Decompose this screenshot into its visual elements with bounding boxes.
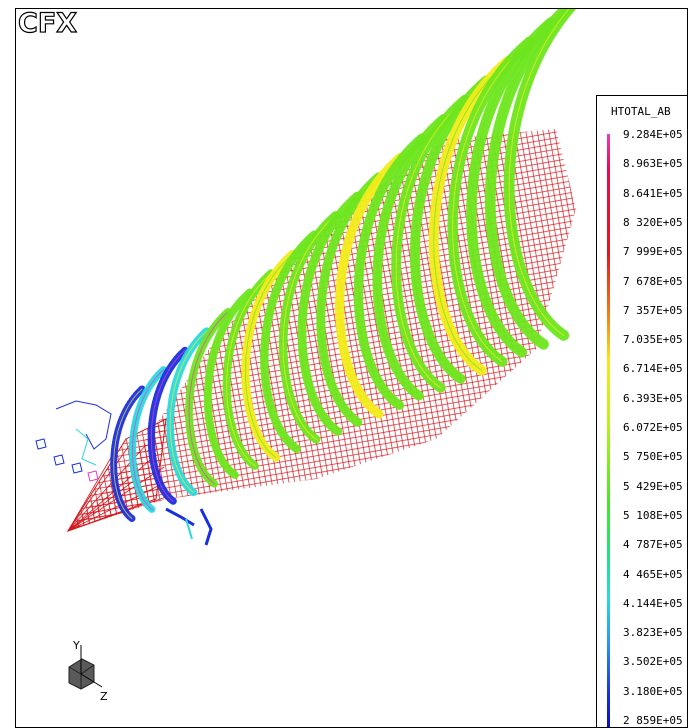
swirl-band-accent: [414, 79, 487, 380]
inlet-elements: [35, 400, 213, 546]
swirl-band-accent: [113, 388, 143, 519]
swirl-bands: [110, 9, 577, 522]
legend-tick: 5 429E+05: [623, 479, 683, 493]
legend-tick: 7 678E+05: [623, 274, 683, 288]
legend-tick: 3.180E+05: [623, 684, 683, 698]
swirl-band-accent: [376, 118, 444, 397]
legend-tick: 8.641E+05: [623, 186, 683, 200]
swirl-band-accent: [489, 9, 568, 345]
swirl-band-accent: [339, 157, 401, 415]
swirl-band-accent: [470, 22, 552, 354]
swirl-band-accent: [452, 41, 530, 363]
legend-tick: 2 859E+05: [623, 714, 683, 727]
swirl-band-accent: [132, 369, 165, 511]
legend-tick: 4 787E+05: [623, 538, 683, 552]
swirl-band-accent: [150, 349, 186, 502]
legend-tick: 8 320E+05: [623, 215, 683, 229]
swirl-band-accent: [433, 60, 509, 371]
legend-tick: 6.393E+05: [623, 391, 683, 405]
swirl-band-accent: [188, 311, 229, 485]
swirl-band-accent: [320, 176, 380, 424]
legend-tick: 3.502E+05: [623, 655, 683, 669]
legend-tick: 4 465E+05: [623, 567, 683, 581]
swirl-band-accent: [169, 330, 208, 493]
axis-y-label: Y: [72, 639, 80, 652]
legend-tick: 4.144E+05: [623, 596, 683, 610]
axis-triad: Y Z: [68, 639, 108, 703]
legend-tick: 8.963E+05: [623, 157, 683, 171]
axis-z-label: Z: [100, 690, 108, 703]
legend-title: HTOTAL_AB: [611, 105, 671, 118]
legend-colorbar: [607, 134, 610, 727]
swirl-band-accent: [395, 99, 466, 389]
legend-tick: 7 357E+05: [623, 303, 683, 317]
cfx-logo: CFX: [17, 8, 78, 40]
legend-tick: 6.072E+05: [623, 421, 683, 434]
swirl-band-accent: [301, 195, 358, 432]
swirl-band-accent: [508, 9, 570, 336]
legend-tick: 3.823E+05: [623, 626, 683, 640]
legend-tick: 5 750E+05: [623, 450, 683, 464]
swirl-band-accent: [263, 234, 315, 450]
legend-tick: 6.714E+05: [623, 362, 683, 376]
swirl-band-accent: [226, 272, 272, 467]
viewport-frame: CFX HTOTAL_AB 9.284E+05 8.963E+05 8.641E+0…: [15, 8, 688, 728]
swirl-band-accent: [245, 253, 294, 458]
color-legend: HTOTAL_AB 9.284E+05 8.963E+05 8.641E+05 8 3…: [596, 95, 687, 727]
swirl-band-accent: [357, 137, 423, 406]
legend-tick: 9.284E+05: [623, 128, 683, 141]
legend-tick: 7 999E+05: [623, 245, 683, 259]
flow-visualization: [35, 9, 577, 546]
legend-tick: 5 108E+05: [623, 508, 683, 522]
legend-tick: 7.035E+05: [623, 333, 683, 347]
swirl-band-accent: [207, 292, 251, 476]
swirl-band-accent: [282, 214, 337, 441]
